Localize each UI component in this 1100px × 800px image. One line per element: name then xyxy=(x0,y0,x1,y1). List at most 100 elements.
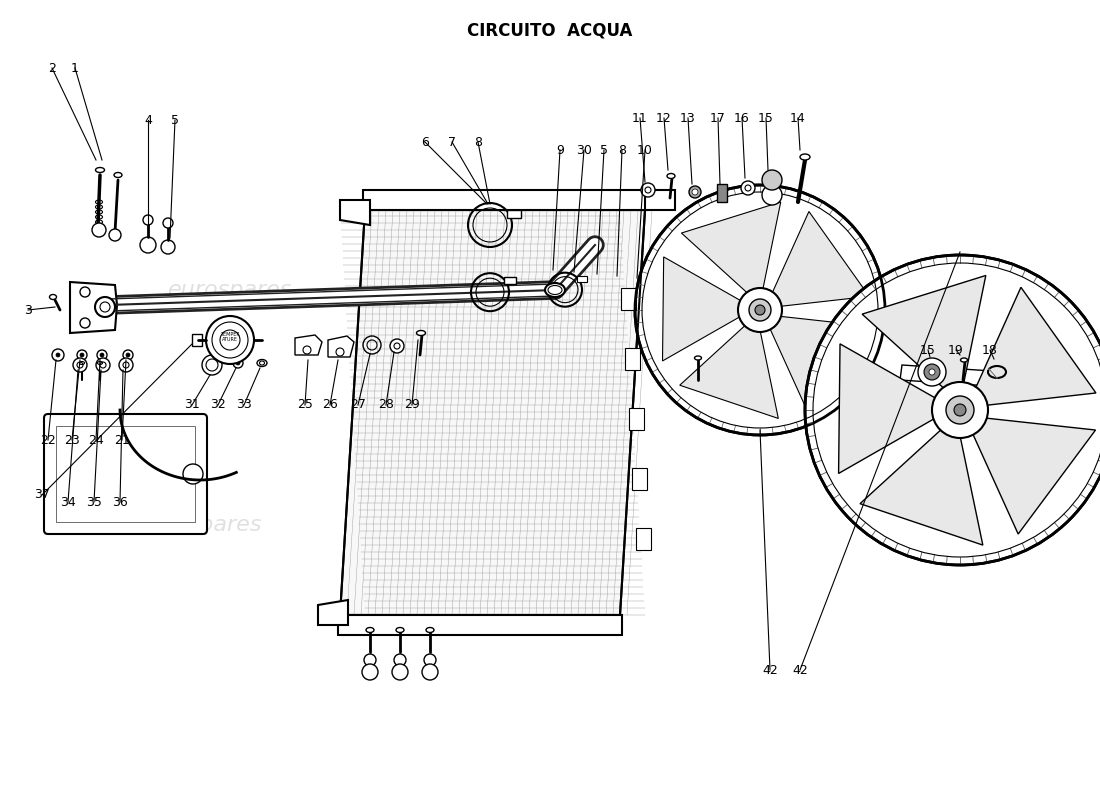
Polygon shape xyxy=(681,202,781,293)
Polygon shape xyxy=(363,190,647,210)
Ellipse shape xyxy=(667,174,675,178)
Circle shape xyxy=(143,215,153,225)
Polygon shape xyxy=(645,190,675,210)
Ellipse shape xyxy=(960,358,968,362)
Polygon shape xyxy=(772,211,869,306)
Text: 26: 26 xyxy=(322,398,338,411)
Ellipse shape xyxy=(396,627,404,633)
Circle shape xyxy=(932,382,988,438)
Text: 15: 15 xyxy=(758,111,774,125)
Circle shape xyxy=(163,218,173,228)
Circle shape xyxy=(364,654,376,666)
Polygon shape xyxy=(974,418,1096,534)
Circle shape xyxy=(422,664,438,680)
Circle shape xyxy=(805,255,1100,565)
Text: 36: 36 xyxy=(112,495,128,509)
Text: 21: 21 xyxy=(114,434,130,446)
Circle shape xyxy=(924,364,940,380)
Circle shape xyxy=(424,654,436,666)
Polygon shape xyxy=(70,282,117,333)
Circle shape xyxy=(954,404,966,416)
Circle shape xyxy=(689,186,701,198)
Text: 14: 14 xyxy=(790,111,806,125)
Ellipse shape xyxy=(50,294,56,299)
Bar xyxy=(625,348,640,370)
Ellipse shape xyxy=(114,173,122,178)
Text: 2: 2 xyxy=(48,62,56,74)
Circle shape xyxy=(183,464,204,484)
Circle shape xyxy=(394,654,406,666)
Circle shape xyxy=(80,353,84,357)
Text: 8: 8 xyxy=(474,135,482,149)
Text: 32: 32 xyxy=(210,398,225,411)
Circle shape xyxy=(161,240,175,254)
Text: 22: 22 xyxy=(40,434,56,446)
Text: 17: 17 xyxy=(711,111,726,125)
Text: 29: 29 xyxy=(404,398,420,411)
Text: eurospares: eurospares xyxy=(697,235,823,255)
Circle shape xyxy=(749,299,771,321)
Text: 3: 3 xyxy=(24,303,32,317)
Text: eurospares: eurospares xyxy=(138,515,262,535)
Polygon shape xyxy=(862,275,986,388)
Circle shape xyxy=(741,181,755,195)
Text: 18: 18 xyxy=(982,343,998,357)
Circle shape xyxy=(641,183,654,197)
Text: 42: 42 xyxy=(792,663,807,677)
Circle shape xyxy=(738,288,782,332)
Text: 16: 16 xyxy=(734,111,750,125)
Circle shape xyxy=(755,305,764,315)
Circle shape xyxy=(119,358,133,372)
Text: 28: 28 xyxy=(378,398,394,411)
Polygon shape xyxy=(770,317,869,410)
Circle shape xyxy=(762,185,782,205)
Circle shape xyxy=(109,229,121,241)
Circle shape xyxy=(100,353,104,357)
Text: 25: 25 xyxy=(297,398,312,411)
Polygon shape xyxy=(318,600,348,625)
Circle shape xyxy=(946,396,974,424)
Circle shape xyxy=(762,170,782,190)
Text: eurospares: eurospares xyxy=(468,255,592,275)
Circle shape xyxy=(96,358,110,372)
Ellipse shape xyxy=(426,627,434,633)
Polygon shape xyxy=(860,430,982,545)
Text: 6: 6 xyxy=(421,135,429,149)
Circle shape xyxy=(56,353,60,357)
Ellipse shape xyxy=(366,627,374,633)
FancyBboxPatch shape xyxy=(44,414,207,534)
Circle shape xyxy=(362,664,378,680)
Text: 31: 31 xyxy=(184,398,200,411)
Circle shape xyxy=(236,361,240,365)
Text: 42: 42 xyxy=(762,663,778,677)
Text: 15: 15 xyxy=(920,343,936,357)
Text: 1: 1 xyxy=(72,62,79,74)
Bar xyxy=(621,288,636,310)
Text: 33: 33 xyxy=(236,398,252,411)
Polygon shape xyxy=(900,365,1052,390)
Ellipse shape xyxy=(544,283,565,297)
Ellipse shape xyxy=(800,154,810,160)
Polygon shape xyxy=(662,257,740,361)
Text: 8: 8 xyxy=(618,143,626,157)
Polygon shape xyxy=(328,336,354,357)
Text: 30: 30 xyxy=(576,143,592,157)
Circle shape xyxy=(206,316,254,364)
Text: 7: 7 xyxy=(448,135,456,149)
Circle shape xyxy=(692,189,698,195)
Bar xyxy=(628,408,643,430)
Circle shape xyxy=(392,664,408,680)
Circle shape xyxy=(140,237,156,253)
Text: 12: 12 xyxy=(656,111,672,125)
Text: 4: 4 xyxy=(144,114,152,126)
Ellipse shape xyxy=(694,356,702,360)
Polygon shape xyxy=(295,335,322,355)
Text: 24: 24 xyxy=(88,434,103,446)
Polygon shape xyxy=(976,287,1096,405)
Circle shape xyxy=(635,185,886,435)
Text: 35: 35 xyxy=(86,495,102,509)
Bar xyxy=(192,334,202,346)
Text: CIRCUITO  ACQUA: CIRCUITO ACQUA xyxy=(468,22,632,40)
Text: 23: 23 xyxy=(64,434,80,446)
Text: 37: 37 xyxy=(34,489,50,502)
